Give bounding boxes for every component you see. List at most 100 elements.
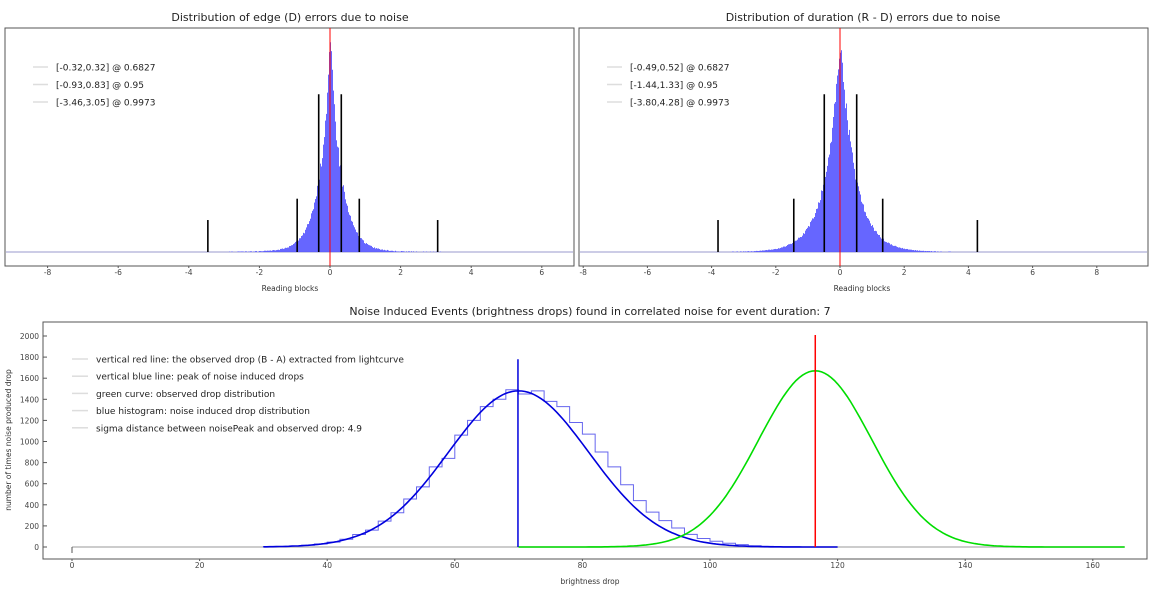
histogram-bar	[814, 216, 815, 252]
histogram-bar	[914, 250, 915, 252]
histogram-bar	[790, 243, 791, 252]
x-tick-label: -6	[114, 268, 122, 277]
histogram-bar	[897, 247, 898, 252]
histogram-bar	[792, 242, 793, 252]
histogram-bar	[761, 250, 762, 252]
histogram-bar	[756, 250, 757, 252]
histogram-bar	[929, 251, 930, 252]
y-tick-label: 800	[25, 459, 40, 468]
histogram-bar	[872, 225, 873, 252]
histogram-bar	[930, 251, 931, 252]
histogram-bar	[799, 237, 800, 252]
histogram-bar	[288, 247, 289, 252]
histogram-bar	[931, 251, 932, 252]
histogram-bar	[802, 235, 803, 252]
histogram-bar	[889, 243, 890, 252]
histogram-bar	[808, 225, 809, 252]
histogram-bar	[760, 250, 761, 252]
histogram-bar	[291, 245, 292, 252]
histogram-bar	[321, 166, 322, 252]
histogram-bar	[363, 240, 364, 252]
histogram-bar	[352, 221, 353, 252]
histogram-bar	[877, 233, 878, 252]
histogram-bar	[803, 233, 804, 252]
plot-area: 0 200 400 600 800 1000 1200 1400 1600 1800 2000 0 20…	[20, 332, 1125, 570]
histogram-bar	[282, 248, 283, 252]
histogram-bar	[241, 251, 242, 252]
histogram-bar	[743, 251, 744, 252]
histogram-bar	[323, 144, 324, 252]
histogram-bar	[934, 251, 935, 252]
histogram-bar	[408, 251, 409, 252]
histogram-bar	[349, 214, 350, 252]
histogram-bar	[883, 238, 884, 252]
histogram-bar	[918, 250, 919, 252]
histogram-bar	[898, 247, 899, 252]
histogram-bar	[285, 247, 286, 252]
histogram-bar	[820, 200, 821, 252]
histogram-bar	[740, 251, 741, 252]
histogram-bar	[260, 251, 261, 252]
legend-label: [-3.80,4.28] @ 0.9973	[630, 99, 729, 109]
histogram-bar	[311, 213, 312, 252]
histogram-bar	[780, 247, 781, 252]
histogram-bar	[271, 250, 272, 252]
histogram-bar	[333, 90, 334, 252]
histogram-bar	[778, 248, 779, 252]
histogram-bar	[916, 250, 917, 252]
histogram-bar	[810, 222, 811, 252]
histogram-bar	[368, 244, 369, 252]
histogram-bar	[292, 245, 293, 252]
histogram-bar	[835, 102, 836, 252]
histogram-bar	[885, 241, 886, 252]
histogram-bar	[262, 251, 263, 252]
histogram-bar	[401, 251, 402, 252]
histogram-bar	[250, 251, 251, 252]
histogram-bar	[283, 248, 284, 252]
histogram-bar	[862, 203, 863, 252]
histogram-bar	[277, 249, 278, 252]
histogram-bar	[900, 247, 901, 252]
histogram-bar	[858, 186, 859, 252]
histogram-bar	[370, 245, 371, 252]
histogram-bar	[909, 249, 910, 252]
histogram-bar	[272, 250, 273, 252]
histogram-bar	[867, 217, 868, 252]
histogram-bar	[886, 242, 887, 252]
histogram-bar	[413, 251, 414, 252]
histogram-bar	[331, 51, 332, 253]
histogram-bar	[309, 221, 310, 252]
histogram-bar	[791, 243, 792, 252]
histogram-bar	[787, 245, 788, 252]
histogram-bar	[278, 249, 279, 252]
histogram-bar	[389, 250, 390, 252]
y-tick-label: 200	[25, 522, 40, 531]
histogram-bar	[920, 250, 921, 252]
histogram-bar	[887, 242, 888, 252]
x-tick-label: 140	[958, 561, 973, 570]
histogram-bar	[845, 108, 846, 252]
y-tick-label: 0	[34, 543, 39, 552]
y-tick-label: 1600	[20, 374, 39, 383]
histogram-bar	[327, 92, 328, 252]
histogram-bar	[917, 250, 918, 252]
histogram-bar	[772, 249, 773, 252]
histogram-bar	[279, 250, 280, 252]
histogram-bar	[386, 250, 387, 252]
histogram-bar	[402, 251, 403, 252]
histogram-bar	[932, 251, 933, 252]
histogram-bar	[255, 251, 256, 252]
x-axis-label: Reading blocks	[262, 284, 319, 293]
histogram-bar	[785, 246, 786, 252]
histogram-bar	[779, 248, 780, 252]
histogram-bar	[757, 250, 758, 252]
histogram-bar	[263, 251, 264, 252]
histogram-bar	[312, 210, 313, 252]
histogram-bar	[878, 234, 879, 252]
x-tick-label: -4	[185, 268, 193, 277]
histogram-bar	[924, 251, 925, 252]
x-axis-label: Reading blocks	[834, 284, 891, 293]
x-tick-label: 8	[1094, 268, 1099, 277]
histogram-bar	[796, 240, 797, 252]
histogram-bar	[376, 248, 377, 252]
